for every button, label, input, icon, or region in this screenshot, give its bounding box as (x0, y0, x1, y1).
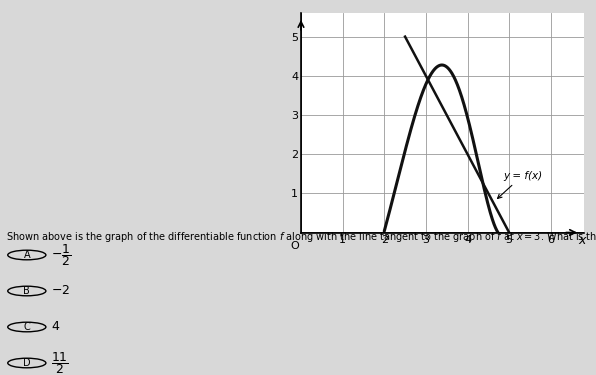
Text: C: C (23, 322, 30, 332)
Text: $\dfrac{11}{2}$: $\dfrac{11}{2}$ (51, 350, 69, 375)
Text: O: O (290, 241, 299, 251)
Text: $4$: $4$ (51, 321, 60, 333)
Text: $-\dfrac{1}{2}$: $-\dfrac{1}{2}$ (51, 242, 71, 268)
Text: B: B (23, 286, 30, 296)
Text: y = f(x): y = f(x) (498, 171, 542, 198)
Text: $-2$: $-2$ (51, 285, 70, 297)
Text: D: D (23, 358, 30, 368)
Text: A: A (23, 250, 30, 260)
Text: x: x (578, 234, 586, 248)
Text: Shown above is the graph of the differentiable function $f$ along with the line : Shown above is the graph of the differen… (6, 230, 596, 243)
